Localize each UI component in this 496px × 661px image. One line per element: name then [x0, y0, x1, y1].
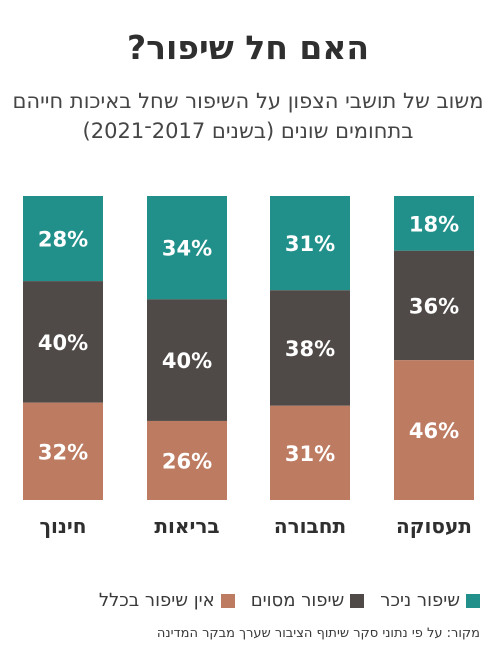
bar-transport-significant: [270, 196, 350, 291]
value-label-employment-some: 36%: [409, 294, 459, 318]
value-label-health-none: 26%: [162, 449, 212, 473]
value-label-transport-significant: 31%: [285, 232, 335, 256]
value-label-transport-some: 38%: [285, 337, 335, 361]
bar-employment-significant: [394, 196, 474, 251]
category-label-transport: תחבורה: [274, 514, 346, 538]
bar-employment-some: [394, 250, 474, 361]
chart-title: האם חל שיפור?: [126, 28, 370, 67]
legend-item-some: שיפור מסוים: [251, 590, 365, 611]
value-label-transport-none: 31%: [285, 442, 335, 466]
bar-health-none: [147, 420, 227, 500]
value-label-education-none: 32%: [38, 440, 88, 464]
source-note: מקור: על פי נתוני סקר שיתוף הציבור שערך …: [156, 626, 480, 641]
chart-subtitle: משוב של תושבי הצפון על השיפור שחל באיכות…: [12, 89, 484, 143]
legend-label-some: שיפור מסוים: [250, 590, 345, 611]
value-label-education-some: 40%: [38, 331, 88, 355]
value-label-health-some: 40%: [162, 349, 212, 373]
category-label-employment: תעסוקה: [396, 514, 472, 538]
bar-education-none: [23, 402, 103, 500]
legend: שיפור ניכר שיפור מסוים אין שיפור בכלל: [99, 590, 480, 611]
bar-health-some: [147, 299, 227, 421]
category-label-education: חינוך: [39, 514, 86, 538]
legend-label-significant: שיפור ניכר: [380, 590, 460, 611]
bar-transport-some: [270, 290, 350, 406]
legend-label-none: אין שיפור בכלל: [98, 590, 215, 611]
value-label-employment-none: 46%: [409, 419, 459, 443]
legend-item-none: אין שיפור בכלל: [99, 590, 235, 611]
value-label-education-significant: 28%: [38, 228, 88, 252]
bar-education-some: [23, 281, 103, 403]
legend-swatch-some: [350, 593, 365, 608]
bar-education-significant: [23, 196, 103, 282]
category-label-health: בריאות: [154, 514, 219, 538]
bar-transport-none: [270, 405, 350, 500]
bar-employment-none: [394, 360, 474, 500]
legend-swatch-significant: [466, 593, 480, 608]
legend-swatch-none: [220, 593, 235, 608]
legend-item-significant: שיפור ניכר: [380, 590, 480, 611]
value-label-employment-significant: 18%: [409, 212, 459, 236]
value-label-health-significant: 34%: [162, 237, 212, 261]
bar-health-significant: [147, 196, 227, 300]
